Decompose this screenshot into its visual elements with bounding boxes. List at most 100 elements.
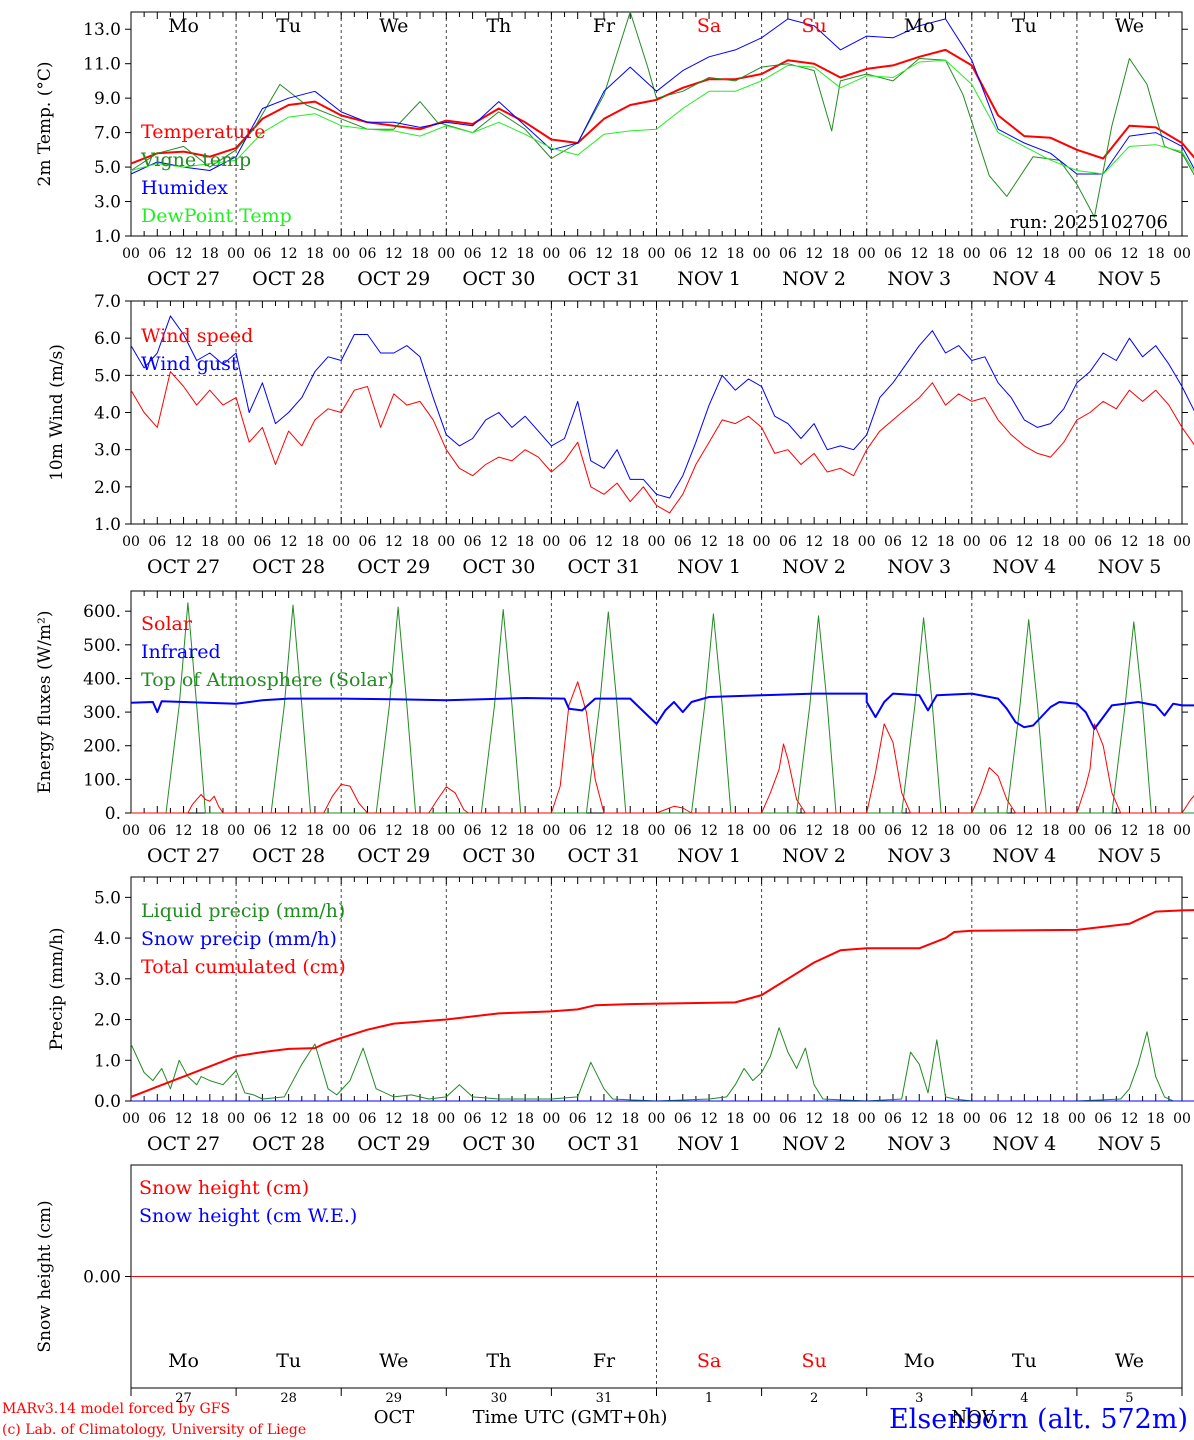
precipitation-panel: 0.0 1.0 2.0 3.0 4.0 5.0 Precip (mm/h) Liquid pr…: [47, 876, 1194, 1155]
hour-label: 12: [490, 534, 508, 550]
legend-entry: Top of Atmosphere (Solar): [141, 669, 394, 691]
hour-label: 06: [884, 534, 902, 550]
hour-label: 18: [832, 534, 850, 550]
hour-label: 12: [385, 534, 403, 550]
hour-label: 12: [490, 823, 508, 839]
day-number-label: 31: [596, 1391, 613, 1406]
date-label: NOV 1: [677, 556, 741, 578]
hour-label: 06: [674, 1111, 692, 1127]
hour-label: 00: [542, 246, 560, 262]
hour-label: 12: [595, 1111, 613, 1127]
series-line-humidex: [130, 18, 1194, 175]
station-label: Elsenborn (alt. 572m): [889, 1404, 1188, 1435]
hour-label: 00: [1068, 246, 1086, 262]
hour-label: 18: [201, 246, 219, 262]
hour-label: 06: [253, 823, 271, 839]
hour-label: 06: [674, 534, 692, 550]
hour-label: 18: [306, 1111, 324, 1127]
hour-label: 18: [937, 823, 955, 839]
hour-label: 12: [910, 823, 928, 839]
hour-label: 00: [542, 1111, 560, 1127]
hour-label: 00: [122, 823, 140, 839]
date-label: OCT 29: [357, 556, 430, 578]
hour-label: 06: [569, 534, 587, 550]
hour-label: 06: [253, 1111, 271, 1127]
hour-label: 18: [306, 534, 324, 550]
hour-label: 00: [227, 534, 245, 550]
month-label-left: OCT: [374, 1407, 415, 1428]
hour-label: 06: [359, 823, 377, 839]
day-of-week-label: Th: [486, 15, 511, 37]
day-of-week-label: We: [1115, 15, 1144, 37]
y-tick-label: 4.0: [94, 404, 121, 424]
date-label: NOV 2: [782, 268, 846, 290]
hour-label: 12: [700, 823, 718, 839]
date-label: OCT 31: [567, 1133, 640, 1155]
hour-label: 00: [1173, 823, 1191, 839]
hour-label: 18: [516, 246, 534, 262]
series-line-wind-speed: [130, 371, 1194, 514]
day-of-week-label: Su: [802, 15, 827, 37]
hour-label: 00: [1173, 1111, 1191, 1127]
hour-label: 00: [753, 823, 771, 839]
hour-label: 18: [1147, 1111, 1165, 1127]
hour-label: 00: [437, 1111, 455, 1127]
hour-label: 06: [569, 246, 587, 262]
y-tick-label: 3.0: [94, 441, 121, 461]
hour-label: 12: [1015, 1111, 1033, 1127]
hour-label: 00: [753, 246, 771, 262]
hour-label: 00: [437, 823, 455, 839]
hour-label: 06: [253, 246, 271, 262]
hour-label: 12: [385, 823, 403, 839]
hour-label: 00: [332, 534, 350, 550]
date-label: NOV 5: [1098, 845, 1162, 867]
hour-label: 00: [753, 534, 771, 550]
hour-label: 00: [437, 246, 455, 262]
hour-label: 00: [1173, 534, 1191, 550]
date-label: OCT 27: [147, 1133, 220, 1155]
y-tick-label: 7.0: [94, 292, 121, 312]
date-label: OCT 28: [252, 268, 325, 290]
y-tick-label: 1.0: [94, 515, 121, 535]
date-label: OCT 29: [357, 268, 430, 290]
hour-label: 06: [1094, 534, 1112, 550]
day-of-week-label: We: [379, 15, 408, 37]
y-tick-label: 3.0: [94, 193, 121, 213]
hour-label: 18: [937, 534, 955, 550]
legend-entry: Infrared: [141, 641, 221, 663]
hour-label: 18: [832, 823, 850, 839]
date-label: OCT 30: [462, 1133, 535, 1155]
day-of-week-label: Mo: [904, 1350, 935, 1372]
hour-label: 00: [858, 534, 876, 550]
y-tick-label: 300.: [83, 703, 121, 723]
hour-label: 06: [569, 823, 587, 839]
date-label: NOV 5: [1098, 1133, 1162, 1155]
y-axis-label: 10m Wind (m/s): [47, 344, 67, 481]
x-axis-title: Time UTC (GMT+0h): [473, 1407, 668, 1428]
hour-label: 12: [805, 534, 823, 550]
day-number-label: 1: [705, 1391, 713, 1406]
y-tick-label: 5.0: [94, 366, 121, 386]
hour-label: 12: [910, 1111, 928, 1127]
hour-label: 06: [1094, 823, 1112, 839]
y-tick-label: 11.0: [83, 55, 121, 75]
hour-label: 12: [385, 246, 403, 262]
hour-label: 18: [832, 1111, 850, 1127]
hour-label: 12: [175, 823, 193, 839]
hour-label: 00: [542, 534, 560, 550]
date-label: OCT 30: [462, 268, 535, 290]
y-tick-label: 0.: [105, 804, 121, 824]
legend-entry: Snow precip (mm/h): [141, 928, 337, 950]
hour-label: 18: [306, 246, 324, 262]
hour-label: 12: [280, 246, 298, 262]
series-line-temperature: [130, 48, 1194, 165]
y-axis-label: Snow height (cm): [35, 1200, 55, 1352]
hour-label: 18: [937, 246, 955, 262]
hour-label: 00: [1068, 1111, 1086, 1127]
hour-label: 06: [779, 246, 797, 262]
date-label: NOV 2: [782, 845, 846, 867]
y-axis-label: 2m Temp. (°C): [35, 61, 55, 186]
hour-label: 00: [332, 823, 350, 839]
hour-label: 18: [411, 534, 429, 550]
hour-label: 06: [148, 1111, 166, 1127]
